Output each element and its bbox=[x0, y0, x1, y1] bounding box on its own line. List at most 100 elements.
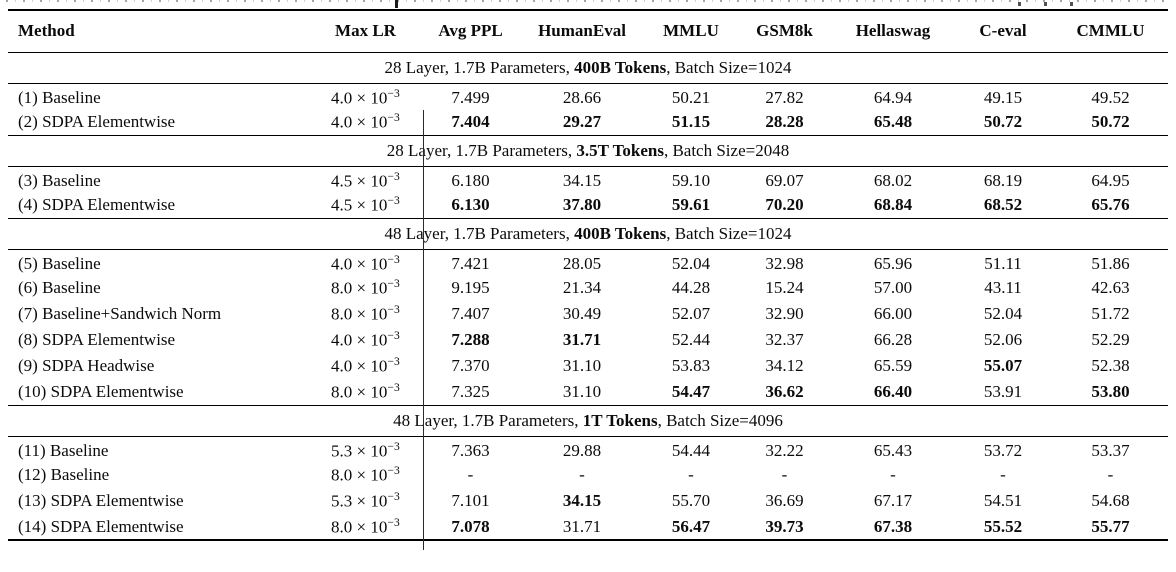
table-row: (13) SDPA Elementwise 5.3 × 10−3 7.101 34.1… bbox=[8, 488, 1168, 514]
max-lr-exponent: −3 bbox=[387, 439, 401, 453]
metric-cell-mmlu: 55.70 bbox=[671, 491, 711, 510]
max-lr-cell: 8.0 × 10−3 bbox=[308, 462, 423, 488]
metric-cell-c-eval: 55.52 bbox=[953, 514, 1053, 541]
max-lr-value: 8.0 × 10 bbox=[330, 517, 388, 537]
metric-cell-humaneval: 28.66 bbox=[562, 87, 602, 107]
max-lr-cell: 8.0 × 10−3 bbox=[308, 379, 423, 405]
max-lr-cell: 8.0 × 10−3 bbox=[308, 275, 423, 301]
metric-cell-humaneval: 29.88 bbox=[562, 440, 602, 460]
metric-cell-hellaswag: 57.00 bbox=[873, 278, 913, 297]
metric-cell-humaneval: 34.15 bbox=[562, 170, 602, 190]
table-row: (3) Baseline 4.5 × 10−3 6.180 34.15 59.10 69.… bbox=[8, 166, 1168, 192]
method-cell: (12) Baseline bbox=[18, 465, 110, 484]
max-lr-cell: 4.0 × 10−3 bbox=[308, 249, 423, 275]
metric-cell-humaneval: 31.71 bbox=[562, 330, 602, 349]
column-header-gsm8k: GSM8k bbox=[736, 9, 833, 53]
metric-cell-avg-ppl: 7.101 bbox=[451, 491, 490, 510]
max-lr-exponent: −3 bbox=[387, 329, 401, 343]
metric-cell-cmmlu: 42.63 bbox=[1091, 278, 1130, 297]
metric-cell-hellaswag: 67.38 bbox=[833, 514, 953, 541]
metric-cell-hellaswag: 65.59 bbox=[873, 356, 913, 375]
metric-cell-mmlu: 56.47 bbox=[646, 514, 736, 541]
metric-cell-avg-ppl: 6.180 bbox=[451, 170, 490, 190]
results-table: Method Max LR Avg PPL HumanEval MMLU GSM8k Hel… bbox=[8, 9, 1168, 541]
section-header-text: 48 Layer, 1.7B Parameters, 1T Tokens, Ba… bbox=[8, 404, 1168, 437]
metric-cell-gsm8k: 32.22 bbox=[765, 440, 804, 460]
table-row: (6) Baseline 8.0 × 10−3 9.195 21.34 44.28 15.… bbox=[8, 275, 1168, 301]
max-lr-value: 4.0 × 10 bbox=[330, 330, 388, 350]
metric-cell-avg-ppl: 6.130 bbox=[451, 194, 490, 214]
max-lr-value: 8.0 × 10 bbox=[330, 382, 388, 402]
metric-cell-humaneval: 31.10 bbox=[562, 381, 602, 401]
metric-cell-humaneval: 34.15 bbox=[562, 491, 602, 510]
table-row: (2) SDPA Elementwise 4.0 × 10−3 7.404 29.27… bbox=[8, 109, 1168, 135]
metric-cell-c-eval: 50.72 bbox=[983, 111, 1023, 131]
column-header-hellaswag: Hellaswag bbox=[833, 9, 953, 53]
section-header-suffix: , Batch Size=4096 bbox=[657, 410, 783, 430]
metric-cell-c-eval: 68.19 bbox=[983, 170, 1023, 190]
column-divider-rule bbox=[423, 110, 425, 550]
column-header-method: Method bbox=[8, 9, 308, 53]
section-header-suffix: , Batch Size=2048 bbox=[663, 140, 790, 160]
max-lr-value: 4.5 × 10 bbox=[330, 171, 388, 191]
method-cell: (11) Baseline bbox=[18, 440, 109, 460]
metric-cell-mmlu: 53.83 bbox=[671, 356, 711, 375]
max-lr-value: 4.5 × 10 bbox=[330, 195, 388, 215]
metric-cell-c-eval: 49.15 bbox=[983, 87, 1023, 107]
max-lr-exponent: −3 bbox=[387, 303, 401, 317]
max-lr-cell: 4.0 × 10−3 bbox=[308, 353, 423, 379]
metric-cell-hellaswag: 66.00 bbox=[873, 304, 913, 323]
table-row: (1) Baseline 4.0 × 10−3 7.499 28.66 50.21 27.… bbox=[8, 83, 1168, 109]
max-lr-value: 5.3 × 10 bbox=[330, 441, 388, 461]
method-cell: (10) SDPA Elementwise bbox=[18, 381, 184, 401]
column-header-avg-ppl: Avg PPL bbox=[423, 9, 518, 53]
metric-cell-c-eval: 68.52 bbox=[983, 194, 1023, 214]
section-header-text: 48 Layer, 1.7B Parameters, 400B Tokens, … bbox=[8, 217, 1168, 250]
column-header-humaneval: HumanEval bbox=[518, 9, 646, 53]
max-lr-exponent: −3 bbox=[387, 380, 401, 394]
metric-cell-mmlu: 59.61 bbox=[671, 194, 711, 214]
method-cell: (14) SDPA Elementwise bbox=[8, 514, 308, 541]
metric-cell-c-eval: 53.72 bbox=[983, 440, 1023, 460]
metric-cell-hellaswag: 66.28 bbox=[873, 330, 913, 349]
metric-cell-hellaswag: 68.02 bbox=[873, 170, 913, 190]
metric-cell-cmmlu: 52.29 bbox=[1091, 330, 1130, 349]
method-cell: (9) SDPA Headwise bbox=[18, 356, 155, 375]
metric-cell-hellaswag: 65.43 bbox=[873, 440, 913, 460]
table-row: (14) SDPA Elementwise 8.0 × 10−3 7.078 31.7… bbox=[8, 514, 1168, 541]
column-header-max-lr: Max LR bbox=[308, 9, 423, 53]
table-row: (5) Baseline 4.0 × 10−3 7.421 28.05 52.04 32.… bbox=[8, 249, 1168, 275]
max-lr-cell: 8.0 × 10−3 bbox=[308, 514, 423, 541]
metric-cell-gsm8k: 69.07 bbox=[765, 170, 804, 190]
metric-cell-mmlu: - bbox=[688, 465, 694, 484]
metric-cell-gsm8k: 34.12 bbox=[765, 356, 804, 375]
max-lr-value: 4.0 × 10 bbox=[330, 88, 388, 108]
metric-cell-gsm8k: 28.28 bbox=[765, 111, 804, 131]
metric-cell-cmmlu: 51.72 bbox=[1091, 304, 1130, 323]
max-lr-cell: 8.0 × 10−3 bbox=[308, 301, 423, 327]
metric-cell-mmlu: 54.47 bbox=[671, 381, 711, 401]
metric-cell-hellaswag: 67.17 bbox=[873, 491, 913, 510]
section-header-prefix: 48 Layer, 1.7B Parameters, bbox=[384, 223, 575, 243]
metric-cell-avg-ppl: 7.325 bbox=[451, 381, 490, 401]
metric-cell-hellaswag: 66.40 bbox=[873, 381, 913, 401]
max-lr-exponent: −3 bbox=[387, 252, 401, 266]
metric-cell-humaneval: 21.34 bbox=[562, 278, 602, 297]
metric-cell-c-eval: 54.51 bbox=[983, 491, 1023, 510]
max-lr-value: 8.0 × 10 bbox=[330, 465, 388, 485]
max-lr-value: 8.0 × 10 bbox=[330, 304, 388, 324]
metric-cell-gsm8k: 15.24 bbox=[765, 278, 804, 297]
max-lr-value: 4.0 × 10 bbox=[330, 112, 388, 132]
section-header-tokens: 3.5T Tokens bbox=[576, 140, 664, 160]
section-header-suffix: , Batch Size=1024 bbox=[666, 223, 792, 243]
max-lr-exponent: −3 bbox=[387, 515, 401, 529]
method-cell: (13) SDPA Elementwise bbox=[18, 491, 184, 510]
max-lr-cell: 4.5 × 10−3 bbox=[308, 192, 423, 218]
table-row: (7) Baseline+Sandwich Norm 8.0 × 10−3 7.40… bbox=[8, 301, 1168, 327]
section-header-row: 28 Layer, 1.7B Parameters, 3.5T Tokens, … bbox=[8, 134, 1168, 167]
max-lr-value: 5.3 × 10 bbox=[330, 491, 388, 511]
max-lr-value: 4.0 × 10 bbox=[330, 254, 388, 274]
section-header-tokens: 400B Tokens bbox=[574, 57, 667, 77]
max-lr-exponent: −3 bbox=[387, 277, 401, 291]
metric-cell-gsm8k: 36.69 bbox=[765, 491, 804, 510]
